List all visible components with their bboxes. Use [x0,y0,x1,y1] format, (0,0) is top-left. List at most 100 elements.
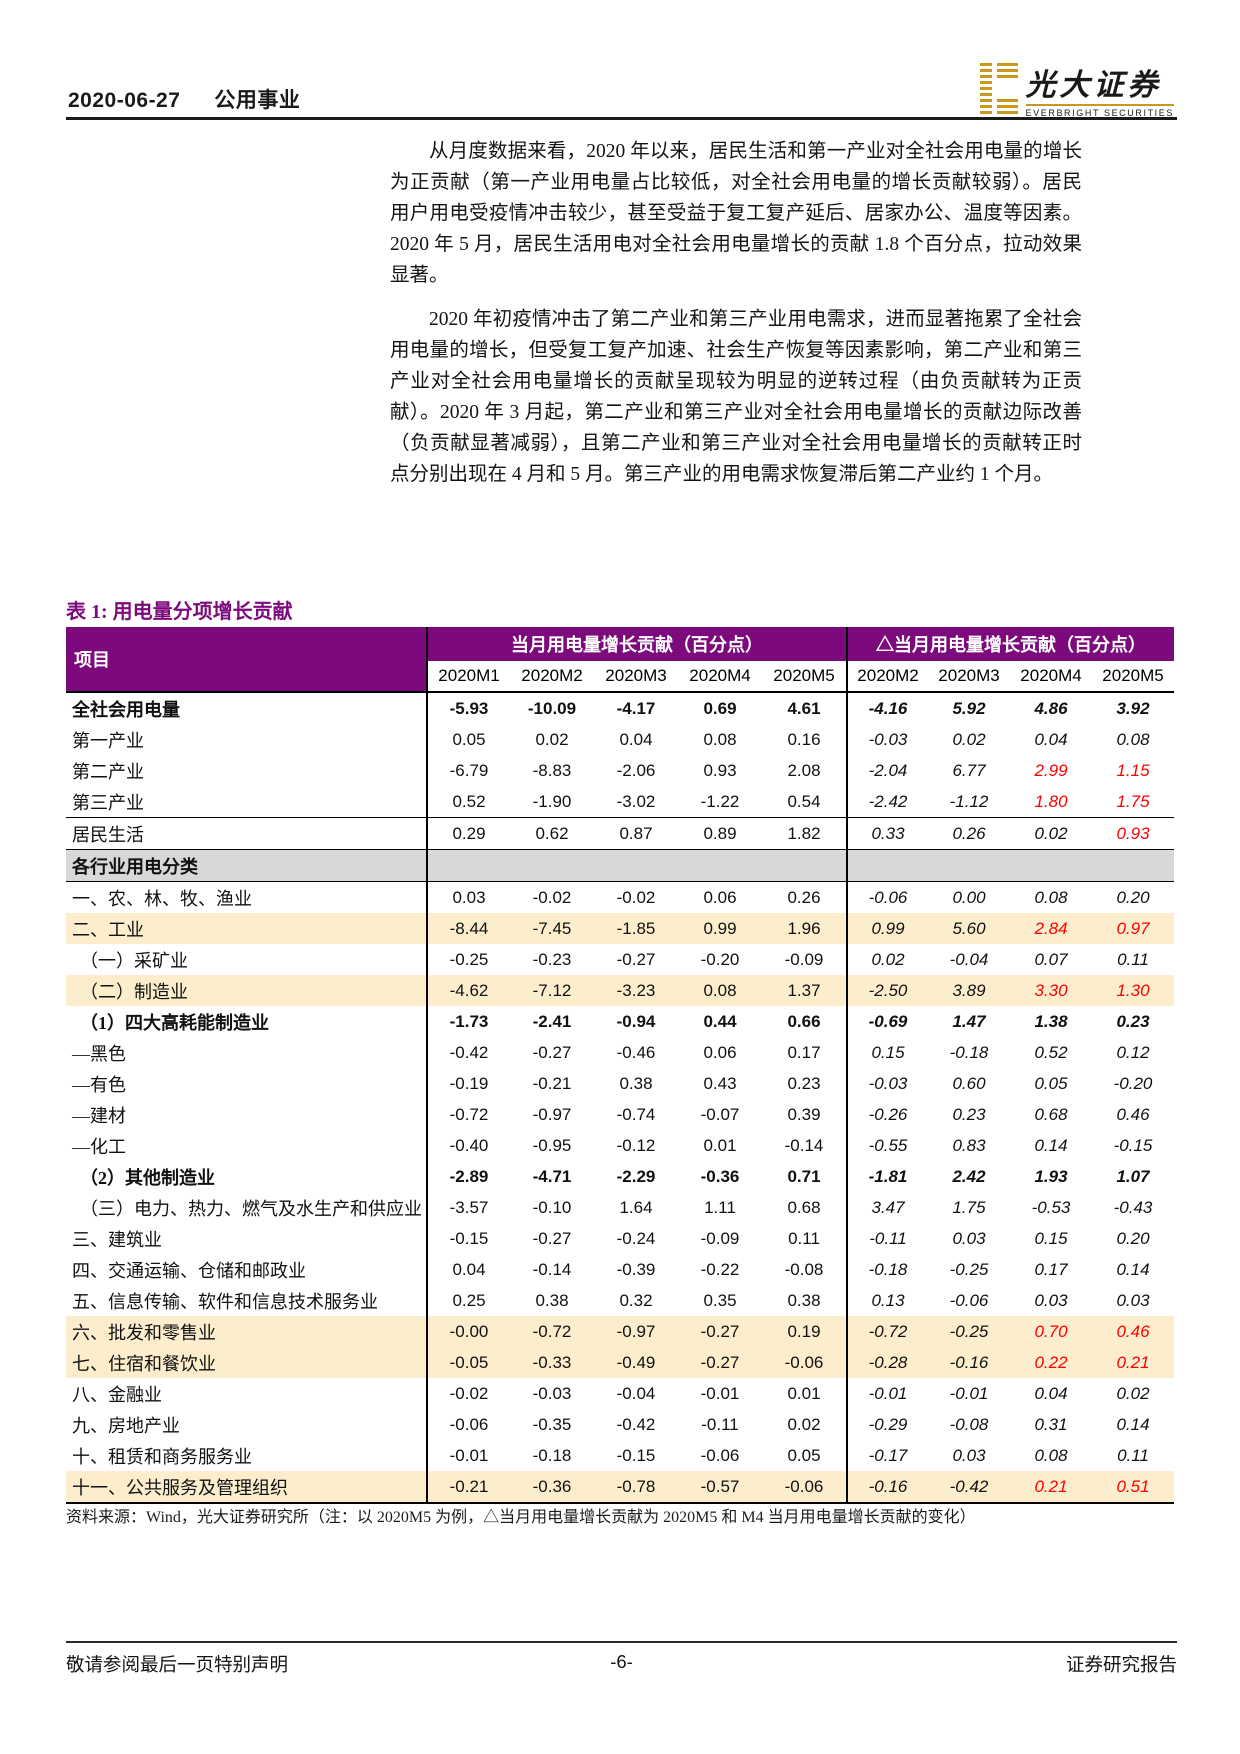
delta-cell: 0.04 [1034,729,1068,749]
row-label: —化工 [72,1136,126,1157]
delta-cell: 0.14 [1116,1414,1150,1434]
delta-month-header: 2020M5 [1092,661,1174,691]
value-cell: 0.32 [619,1290,653,1310]
delta-cell: 0.21 [1116,1352,1150,1372]
value-cell: -0.27 [700,1352,740,1372]
delta-cell: -4.16 [846,693,928,724]
delta-cell: 1.75 [952,1197,986,1217]
column-header-item: 项目 [66,627,426,691]
value-cell: 0.44 [703,1011,737,1031]
row-label: 五、信息传输、软件和信息技术服务业 [72,1291,378,1312]
value-cell: -5.93 [426,693,510,724]
value-cell: -4.17 [616,698,656,718]
delta-cell: 0.22 [1034,1352,1068,1372]
row-label: 第二产业 [72,761,144,782]
delta-cell: 2.84 [1034,918,1068,938]
value-cell: -0.57 [700,1476,740,1496]
value-cell: -0.11 [701,1414,739,1434]
everbright-logo-icon [979,63,1018,115]
table-row: （1）四大高耗能制造业 -1.73 -2.41 -0.94 0.44 0.66 -0.69 1… [66,1006,1174,1037]
table-row: 第三产业 0.52 -1.90 -3.02 -1.22 0.54 -2.42 -1.12 1.8… [66,786,1174,818]
row-label: 十、租赁和商务服务业 [72,1446,252,1467]
row-label: （1）四大高耗能制造业 [80,1012,269,1033]
value-cell: 0.17 [787,1042,821,1062]
value-cell: -0.15 [616,1445,656,1465]
value-cell: 0.11 [788,1228,820,1248]
value-cell: -0.06 [784,1476,824,1496]
value-cell: 0.23 [787,1073,821,1093]
delta-cell [928,850,1010,881]
value-cell: 1.96 [787,918,821,938]
delta-cell: 1.15 [1116,760,1150,780]
delta-cell: 0.04 [1034,1383,1068,1403]
delta-cell: -0.01 [949,1383,989,1403]
electricity-contribution-table: 项目 当月用电量增长贡献（百分点） △当月用电量增长贡献（百分点） 2020M1… [66,627,1174,1504]
delta-cell: 0.14 [1116,1259,1150,1279]
value-cell: -0.27 [532,1228,572,1248]
source-note: 资料来源：Wind，光大证券研究所（注：以 2020M5 为例，△当月用电量增长… [66,1509,976,1526]
delta-cell: 0.13 [846,1285,928,1316]
footer-report-type: 证券研究报告 [1065,1656,1177,1676]
delta-cell: -0.55 [846,1130,928,1161]
value-cell: 0.06 [703,1042,737,1062]
value-cell: 1.37 [787,980,821,1000]
row-label: 九、房地产业 [72,1415,180,1436]
delta-cell: -0.43 [1113,1197,1153,1217]
value-cell [510,850,594,881]
value-cell: -0.10 [532,1197,572,1217]
value-cell: -0.21 [426,1471,510,1502]
value-cell: -0.27 [532,1042,572,1062]
table-row: 五、信息传输、软件和信息技术服务业 0.25 0.38 0.32 0.35 0.38 0.1… [66,1285,1174,1316]
table-row: 十、租赁和商务服务业 -0.01 -0.18 -0.15 -0.06 0.05 -0.17 0… [66,1440,1174,1471]
month-header: 2020M4 [678,661,762,691]
value-cell: -0.07 [700,1104,740,1124]
value-cell: -0.25 [426,944,510,975]
delta-cell: 1.80 [1034,791,1068,811]
value-cell: 0.08 [703,980,737,1000]
value-cell: 0.69 [703,698,737,718]
delta-cell: 4.86 [1034,698,1068,718]
value-cell: -0.19 [426,1068,510,1099]
value-cell: -0.08 [784,1259,824,1279]
value-cell [762,850,846,881]
value-cell: -0.97 [616,1321,656,1341]
value-cell: -0.72 [426,1099,510,1130]
value-cell: -0.97 [532,1104,572,1124]
value-cell: 0.43 [703,1073,737,1093]
delta-cell: 0.07 [1034,949,1068,969]
delta-cell: -2.04 [846,755,928,786]
value-cell: -0.23 [532,949,572,969]
value-cell: 0.03 [426,882,510,913]
delta-cell: 0.52 [1034,1042,1068,1062]
delta-cell: 0.15 [1034,1228,1068,1248]
month-header: 2020M2 [510,661,594,691]
value-cell: -0.39 [616,1259,656,1279]
value-cell: -2.06 [616,760,656,780]
row-label: （2）其他制造业 [80,1167,215,1188]
group-header-delta: △当月用电量增长贡献（百分点） [846,627,1174,661]
value-cell: 0.62 [535,823,569,843]
value-cell: -0.01 [426,1440,510,1471]
value-cell: -0.40 [426,1130,510,1161]
header-divider [66,117,1177,120]
delta-cell: 0.08 [1034,1445,1068,1465]
table-row: （三）电力、热力、燃气及水生产和供应业 -3.57 -0.10 1.64 1.11 0.6… [66,1192,1174,1223]
table-row: （2）其他制造业 -2.89 -4.71 -2.29 -0.36 0.71 -1.81 2.4… [66,1161,1174,1192]
delta-cell: 0.23 [1116,1011,1150,1031]
value-cell: -0.06 [426,1409,510,1440]
value-cell: 2.08 [787,760,821,780]
delta-cell: 0.99 [846,913,928,944]
group-header-current-month: 当月用电量增长贡献（百分点） [426,627,846,661]
value-cell: 0.87 [619,823,653,843]
delta-cell: 0.97 [1116,918,1150,938]
delta-cell: -0.15 [1113,1135,1153,1155]
delta-cell: -0.18 [949,1042,989,1062]
row-label: 六、批发和零售业 [72,1322,216,1343]
report-date: 2020-06-27 [68,89,181,112]
delta-cell: 1.47 [952,1011,986,1031]
delta-cell: 5.92 [952,698,986,718]
value-cell: -0.14 [784,1135,824,1155]
row-label: —建材 [72,1105,126,1126]
table-row: （二）制造业 -4.62 -7.12 -3.23 0.08 1.37 -2.50 3.89 3.… [66,975,1174,1006]
value-cell: -0.35 [532,1414,572,1434]
